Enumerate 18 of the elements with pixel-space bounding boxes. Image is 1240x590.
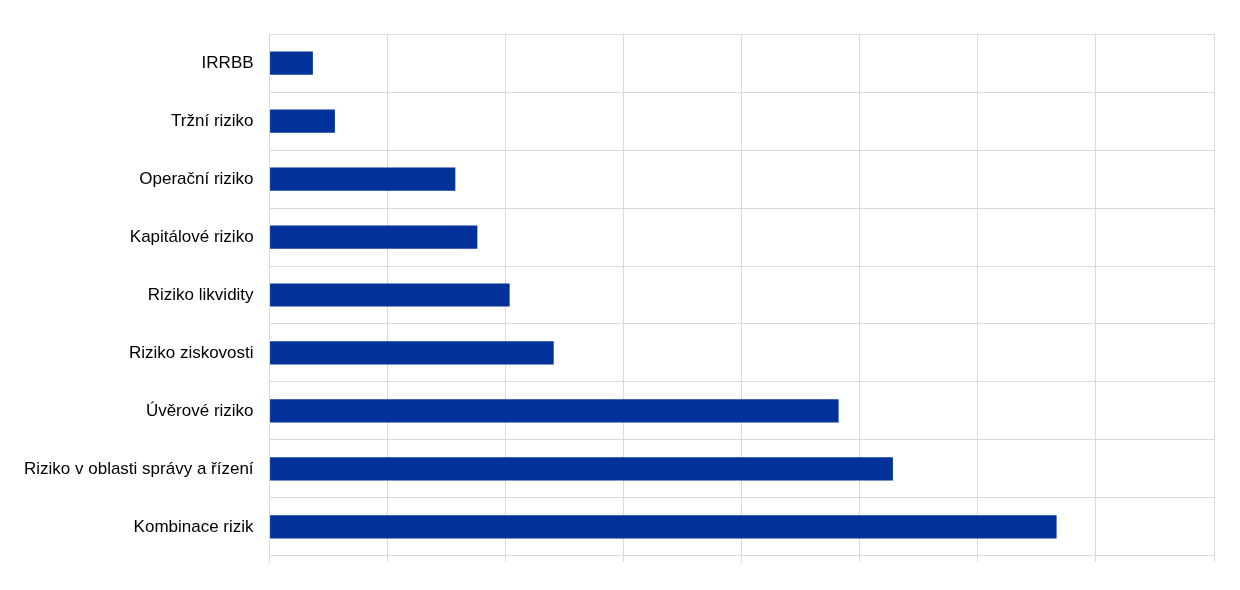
y-tick-label: Tržní riziko — [171, 110, 254, 130]
y-tick-label: Riziko ziskovosti — [128, 342, 254, 362]
bar — [270, 167, 456, 191]
bar — [270, 283, 510, 307]
y-tick-label: IRRBB — [201, 52, 254, 72]
y-tick-label: Riziko v oblasti správy a řízení — [23, 458, 254, 478]
bar — [270, 457, 893, 481]
y-tick-label: Operační riziko — [139, 168, 254, 188]
bar — [270, 341, 554, 365]
bar — [270, 399, 839, 423]
bar — [270, 515, 1057, 539]
bar — [270, 225, 478, 249]
y-tick-label: Riziko likvidity — [147, 284, 255, 304]
y-tick-label: Úvěrové riziko — [145, 400, 254, 420]
y-tick-label: Kapitálové riziko — [129, 226, 254, 246]
bar — [270, 51, 313, 75]
y-tick-label: Kombinace rizik — [133, 516, 255, 536]
bar — [270, 109, 335, 133]
